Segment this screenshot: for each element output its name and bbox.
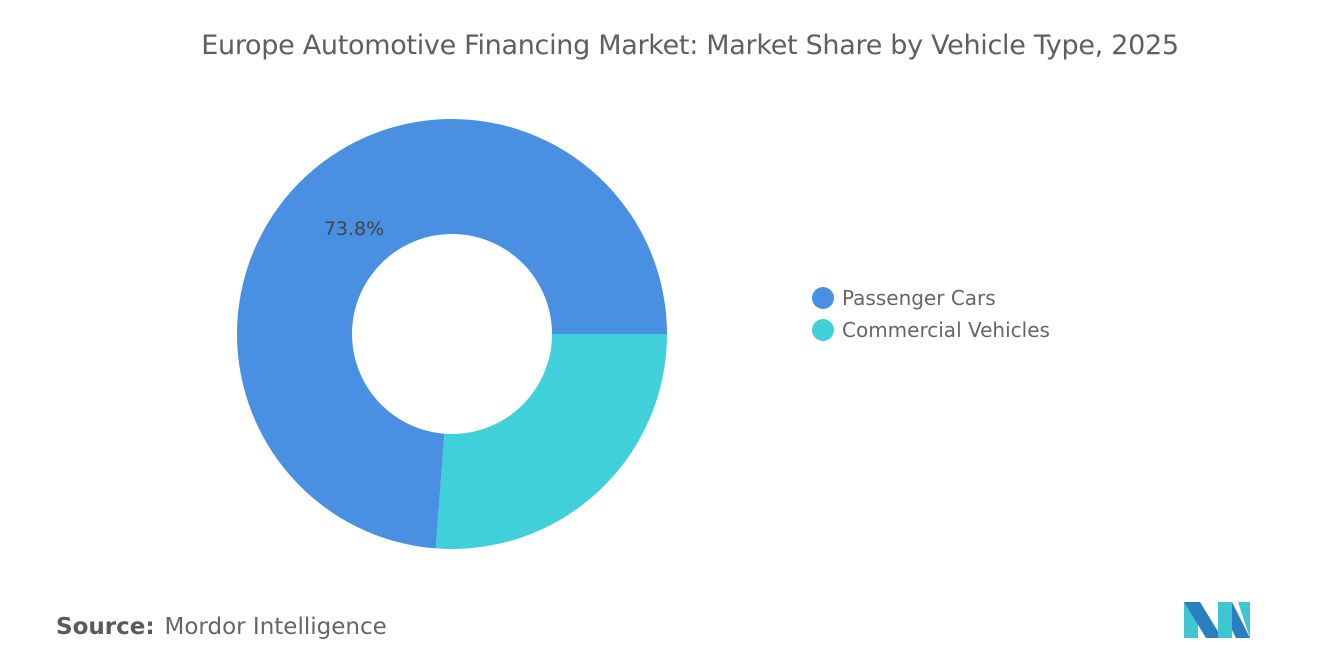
logo-bar: [1238, 602, 1250, 638]
legend-label: Passenger Cars: [842, 286, 996, 310]
source-label: Source:: [56, 614, 155, 640]
legend-swatch: [812, 287, 834, 309]
chart-title: Europe Automotive Financing Market: Mark…: [201, 30, 1179, 61]
legend-label: Commercial Vehicles: [842, 318, 1050, 342]
logo-diagonal: [1184, 602, 1222, 638]
source-value: Mordor Intelligence: [164, 614, 387, 640]
legend-swatch: [812, 319, 834, 341]
legend-item-passenger-cars[interactable]: Passenger Cars: [812, 286, 996, 310]
legend-item-commercial-vehicles[interactable]: Commercial Vehicles: [812, 318, 1050, 342]
logo-bar: [1218, 602, 1232, 638]
data-label: 73.8%: [324, 218, 384, 240]
logo-diagonal: [1232, 602, 1250, 638]
slice-passenger-cars[interactable]: [237, 118, 667, 549]
mordor-intelligence-logo: [1184, 602, 1250, 638]
source-note: Source: Mordor Intelligence: [56, 614, 387, 640]
slice-commercial-vehicles[interactable]: [435, 334, 667, 549]
